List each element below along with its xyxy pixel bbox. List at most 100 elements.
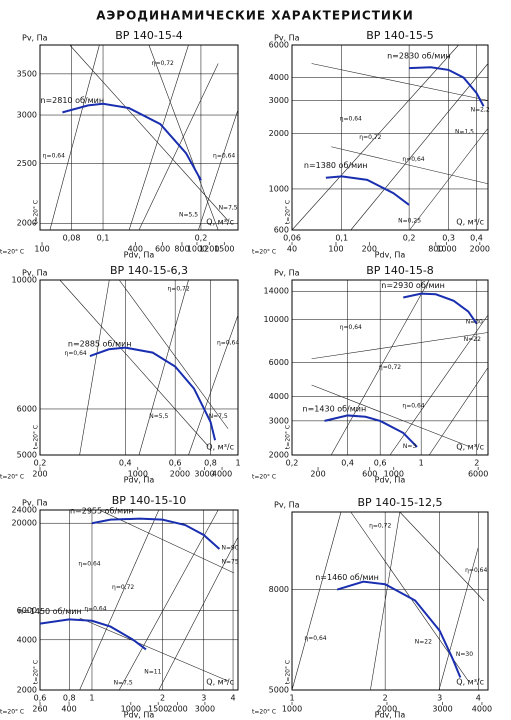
x-tick-label: 0,4 [119,459,132,468]
x2-tick-label: 6000 [468,470,488,479]
x-tick-label: 0,4 [470,234,483,243]
annotation: η=0,72 [369,523,391,530]
x-tick-label: 0,6 [169,459,182,468]
chart-title: ВР 140-15-10 [112,494,187,507]
x-tick-label: 0,2 [286,459,299,468]
y-tick-label: 2000 [17,219,37,228]
x-axis-label: Q, м³/с [206,443,234,452]
x-tick-label: 0,6 [34,694,47,703]
x2-tick-label: 800 [428,245,443,254]
series-label: n=2930 об/мин [381,281,445,290]
x2-tick-label: 1000 [187,245,207,254]
x-tick-label: 3 [437,694,442,703]
characteristic-line [399,511,485,602]
characteristic-line [118,509,219,691]
y-tick-label: 1000 [269,184,289,193]
annotation: η=0,64 [340,116,362,123]
x2-tick-label: 3000 [432,705,452,714]
characteristic-line [69,44,229,221]
x-tick-label: 0,8 [63,694,76,703]
chart-title: ВР 140-15-8 [366,264,434,277]
y-axis-label: Pv, Па [274,269,300,278]
x2-tick-label: 1000 [282,705,302,714]
x-tick-label: 2 [160,694,165,703]
annotation: N=7,5 [209,413,228,420]
x-tick-label: 2 [383,694,388,703]
x2-tick-label: 1000 [436,245,456,254]
characteristic-line [350,63,489,231]
annotation: η=0,64 [304,635,326,642]
y-tick-label: 3000 [269,416,289,425]
annotation: N=3 [403,443,417,450]
x-tick-label: 1 [89,694,94,703]
performance-curve [324,414,418,448]
chart-title: ВР 140-15-6,3 [110,264,188,277]
x-tick-label: 0,06 [283,234,301,243]
characteristic-line [138,279,189,456]
characteristic-line [331,146,489,185]
annotation: η=0,64 [340,324,362,331]
x-tick-label: 0,2 [195,234,208,243]
series-label: n=1430 об/мин [303,404,367,413]
characteristic-line [49,44,100,231]
x-tick-label: 0,4 [341,459,354,468]
x2-axis-label: Pdv, Па [375,711,406,720]
annotation: N=0,25 [398,217,421,224]
chart-title: ВР 140-15-4 [115,29,183,42]
x2-tick-label: 3000 [195,705,215,714]
y-tick-label: 24000 [12,506,37,515]
x2-tick-label: 1200 [199,245,219,254]
characteristic-line [59,279,209,447]
x2-tick-label: 200 [310,470,325,479]
note: t=20° C [0,249,24,256]
annotation: η=0,72 [152,60,174,67]
y-axis-label: Pv, Па [274,501,300,510]
x-tick-label: 0,8 [204,459,217,468]
x2-tick-label: 800 [174,245,189,254]
y-tick-label: 2000 [269,129,289,138]
x2-tick-label: 40 [287,245,297,254]
series-label: n=2885 об/мин [68,340,132,349]
x2-tick-label: 100 [328,245,343,254]
plot-frame [291,44,489,231]
series-label: n=1380 об/мин [304,161,368,170]
performance-curve [91,517,221,550]
x2-tick-label: 1500 [214,245,234,254]
annotation: N=5,5 [149,413,168,420]
characteristic-line [438,547,479,691]
x2-tick-label: 200 [32,470,47,479]
y-tick-label: 6000 [17,606,37,615]
y-tick-label: 10000 [264,315,289,324]
x2-tick-label: 1000 [128,470,148,479]
x2-axis-label: Pdv, Па [124,711,155,720]
x2-tick-label: 4000 [472,705,492,714]
note: t=20° C [0,709,24,716]
characteristic-line [311,332,489,360]
note: t=20° C [252,474,276,481]
y-tick-label: 14000 [264,287,289,296]
characteristic-line [291,44,459,231]
y-tick-label: 6000 [269,41,289,50]
x-tick-label: 0,08 [63,234,81,243]
annotation: η=0,64 [213,153,235,160]
y-tick-label: 3000 [269,96,289,105]
x2-tick-label: 3000 [194,470,214,479]
series-label: n=1450 об/мин [18,607,82,616]
x-tick-label: 4 [476,694,481,703]
note: t=20° C [285,200,292,224]
y-tick-label: 3500 [17,69,37,78]
annotation: N=22 [415,638,432,645]
characteristic-line [79,617,229,682]
x2-tick-label: 4000 [212,470,232,479]
plot-frame [39,44,239,231]
characteristic-line [428,367,489,456]
characteristic-line [409,128,489,231]
annotation: N=1,5 [455,128,474,135]
x2-tick-label: 400 [128,245,143,254]
y-tick-label: 4000 [269,73,289,82]
x-tick-label: 0,1 [335,234,348,243]
y-tick-label: 2000 [17,686,37,695]
characteristic-line [99,509,235,574]
y-tick-label: 3000 [17,111,37,120]
y-axis-label: Pv, Па [22,499,48,508]
